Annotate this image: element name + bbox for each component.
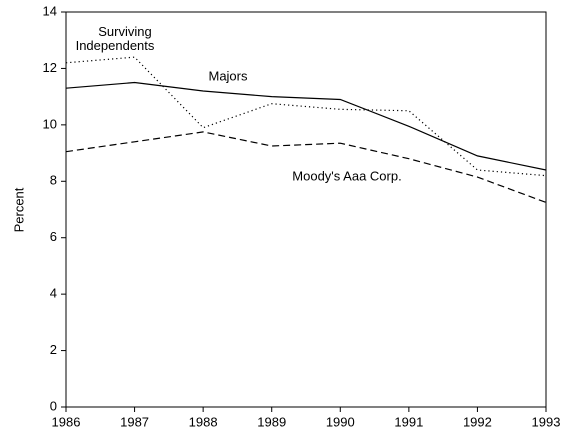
y-axis-label: Percent — [11, 187, 26, 232]
y-tick-label: 8 — [50, 173, 57, 188]
x-tick-label: 1986 — [52, 414, 81, 429]
y-tick-label: 14 — [43, 3, 57, 18]
plot-frame — [65, 11, 547, 408]
x-tick-label: 1988 — [189, 414, 218, 429]
series-line — [65, 81, 547, 171]
series-label: Moody's Aaa Corp. — [292, 168, 401, 183]
y-tick-label: 10 — [43, 116, 57, 131]
x-tick-label: 1993 — [532, 414, 561, 429]
x-tick-label: 1991 — [394, 414, 423, 429]
x-tick-label: 1990 — [326, 414, 355, 429]
x-tick-label: 1987 — [120, 414, 149, 429]
x-tick-label: 1992 — [463, 414, 492, 429]
y-tick-label: 4 — [50, 286, 57, 301]
x-tick-label: 1989 — [257, 414, 286, 429]
series-line — [65, 131, 547, 204]
y-tick-label: 2 — [50, 342, 57, 357]
series-label: Surviving Independents — [76, 24, 155, 53]
y-tick-label: 0 — [50, 398, 57, 413]
series-line — [65, 56, 547, 177]
y-tick-label: 12 — [43, 60, 57, 75]
y-tick-label: 6 — [50, 229, 57, 244]
series-label: Majors — [208, 68, 248, 83]
